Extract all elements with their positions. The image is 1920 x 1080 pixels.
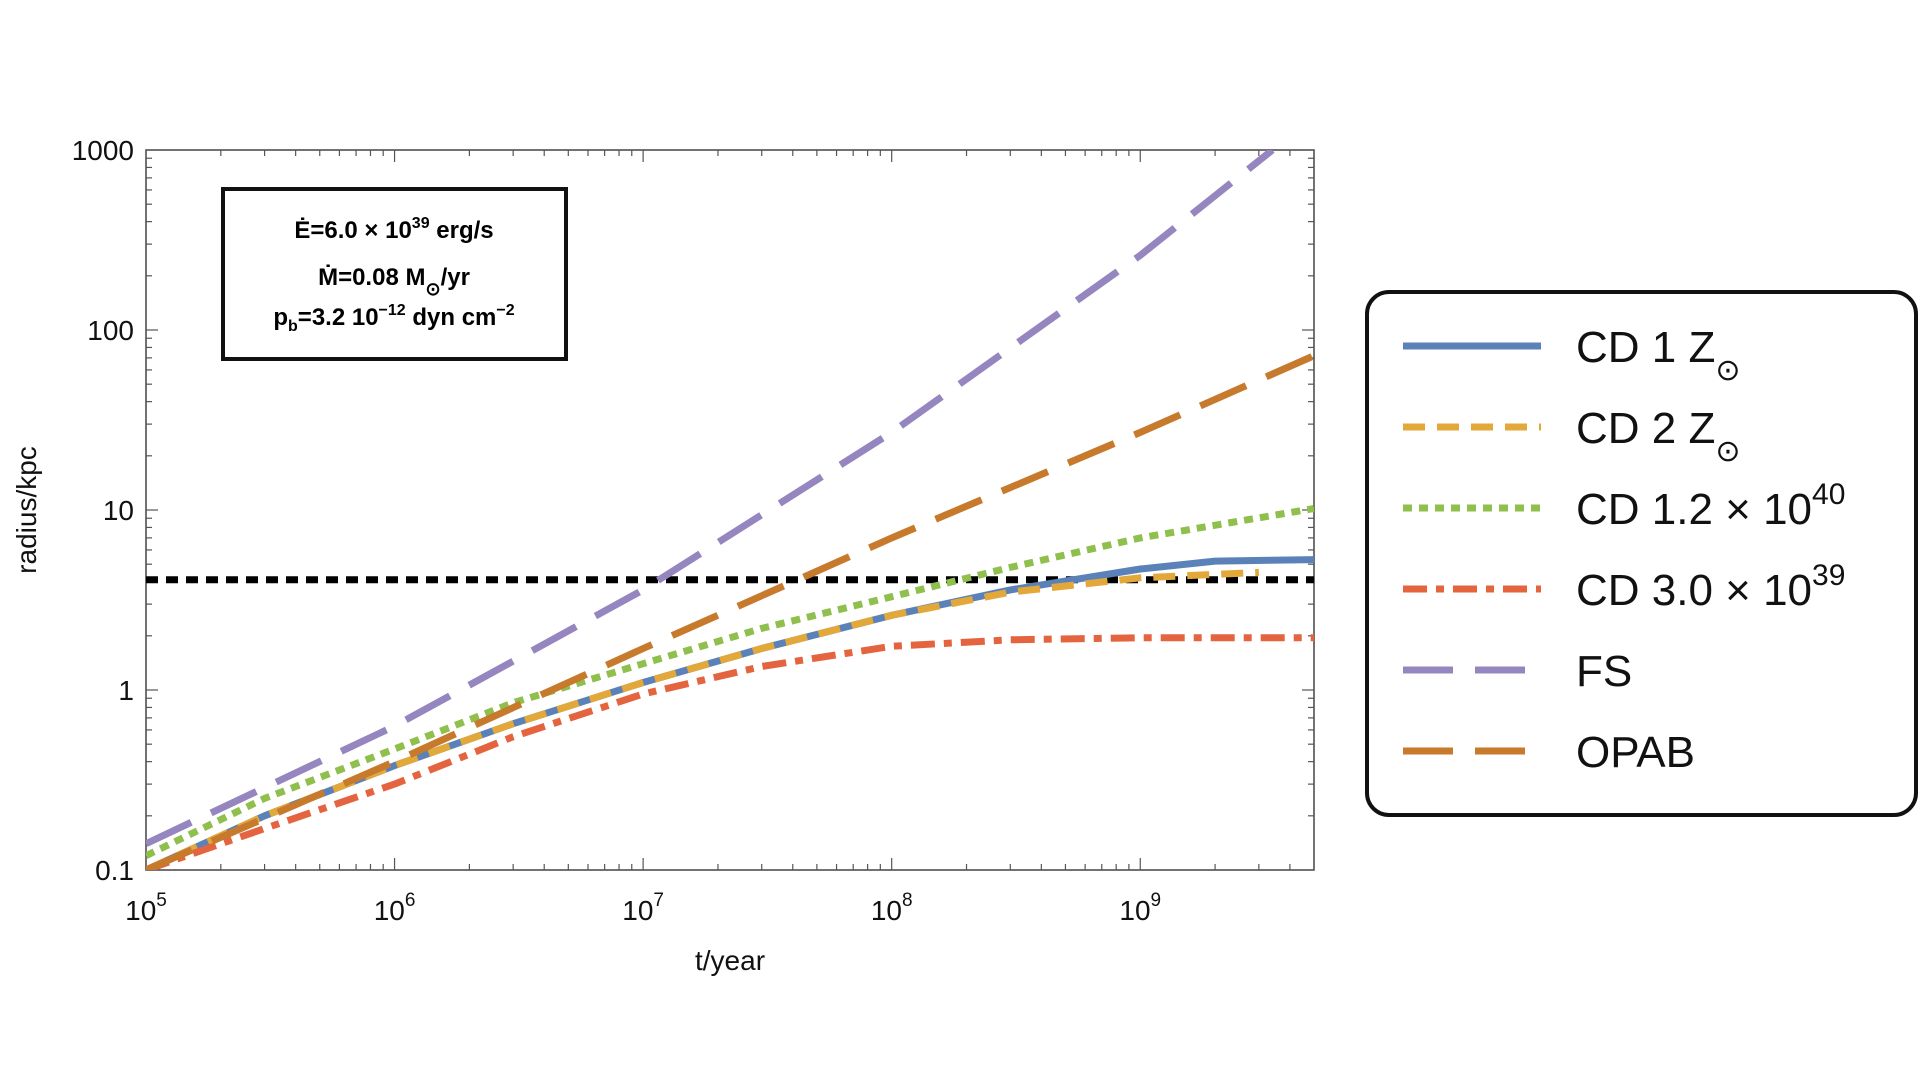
x-tick-label: 106 (374, 890, 416, 926)
legend-items: CD 1 Z⊙ CD 2 Z⊙ CD 1.2 × 1040 CD 3.0 × 1039… (1403, 323, 1845, 777)
series-line-4 (146, 150, 1275, 847)
series-line-2 (146, 505, 1314, 859)
y-tick-label: 1 (118, 675, 134, 706)
x-tick-label: 108 (871, 890, 913, 926)
series-line-3 (146, 634, 1314, 870)
series-lines (146, 150, 1314, 870)
y-tick-label: 1000 (72, 135, 134, 166)
y-axis-title: radius/kpc (11, 446, 42, 574)
legend-label-1: CD 2 Z⊙ (1576, 404, 1741, 468)
x-axis-title: t/year (695, 945, 765, 976)
x-tick-label: 107 (622, 890, 664, 926)
y-tick-label: 100 (87, 315, 134, 346)
legend: CD 1 Z⊙ CD 2 Z⊙ CD 1.2 × 1040 CD 3.0 × 1039… (1365, 290, 1918, 817)
legend-label-4: FS (1576, 647, 1632, 696)
series-line-5 (146, 352, 1314, 870)
annotation-edot: Ė=6.0 × 1039 erg/s (294, 215, 493, 244)
annotation-mdot: Ṁ=0.08 M⊙/yr (318, 264, 470, 299)
legend-box (1365, 290, 1918, 817)
legend-label-0: CD 1 Z⊙ (1576, 323, 1741, 387)
tick-labels: 105 106 107 108 109 0.1 1 10 100 1000 (72, 135, 1161, 926)
annotation-pressure: pb=3.2 10−12 dyn cm−2 (273, 302, 514, 335)
x-tick-label: 109 (1119, 890, 1161, 926)
y-tick-label: 0.1 (95, 855, 134, 886)
x-tick-label: 105 (125, 890, 167, 926)
y-tick-label: 10 (103, 495, 134, 526)
parameter-annotation: Ė=6.0 × 1039 erg/s Ṁ=0.08 M⊙/yr pb=3.2 1… (221, 187, 568, 361)
minor-ticks (145, 149, 1315, 871)
annotation-box (221, 187, 568, 361)
legend-label-3: CD 3.0 × 1039 (1576, 559, 1845, 615)
series-line-1 (146, 568, 1260, 870)
legend-label-5: OPAB (1576, 728, 1695, 777)
legend-label-2: CD 1.2 × 1040 (1576, 478, 1845, 534)
